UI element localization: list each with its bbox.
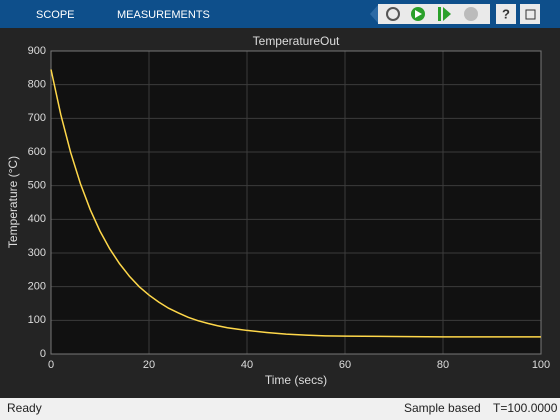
run-controls [378, 4, 490, 24]
status-bar [0, 398, 560, 420]
step-back-button[interactable] [386, 7, 400, 21]
step-button[interactable] [438, 7, 441, 21]
y-tick-label: 300 [28, 247, 46, 259]
y-tick-label: 700 [28, 112, 46, 124]
y-tick-label: 0 [40, 348, 46, 360]
x-tick-label: 80 [437, 359, 449, 371]
x-tick-label: 40 [241, 359, 253, 371]
x-tick-label: 100 [532, 359, 550, 371]
y-tick-label: 200 [28, 281, 46, 293]
y-tick-label: 900 [28, 45, 46, 57]
tab[interactable]: MEASUREMENTS [117, 9, 210, 21]
x-axis-label: Time (secs) [265, 373, 327, 387]
y-tick-label: 800 [28, 79, 46, 91]
step-icon [443, 7, 451, 21]
y-tick-label: 400 [28, 213, 46, 225]
x-tick-label: 20 [143, 359, 155, 371]
stop-button[interactable] [464, 7, 478, 21]
status-text: Ready [7, 401, 42, 415]
status-mode: Sample based [404, 401, 481, 415]
status-time: T=100.0000 [493, 401, 558, 415]
undock-icon [525, 9, 536, 20]
plot-border [50, 50, 542, 355]
help-icon: ? [502, 6, 510, 21]
y-tick-label: 100 [28, 314, 46, 326]
plot-area [51, 51, 541, 354]
line-series [50, 69, 541, 338]
undock-button[interactable] [520, 4, 540, 24]
help-button[interactable] [496, 4, 516, 24]
run-icon [415, 10, 422, 18]
toolbar-edge [370, 5, 378, 23]
y-axis-label: Temperature (°C) [6, 156, 20, 248]
chart-title: TemperatureOut [253, 34, 340, 48]
tab[interactable]: SCOPE [36, 9, 75, 21]
x-tick-label: 0 [48, 359, 54, 371]
y-tick-label: 600 [28, 146, 46, 158]
x-tick-label: 60 [339, 359, 351, 371]
y-tick-label: 500 [28, 180, 46, 192]
